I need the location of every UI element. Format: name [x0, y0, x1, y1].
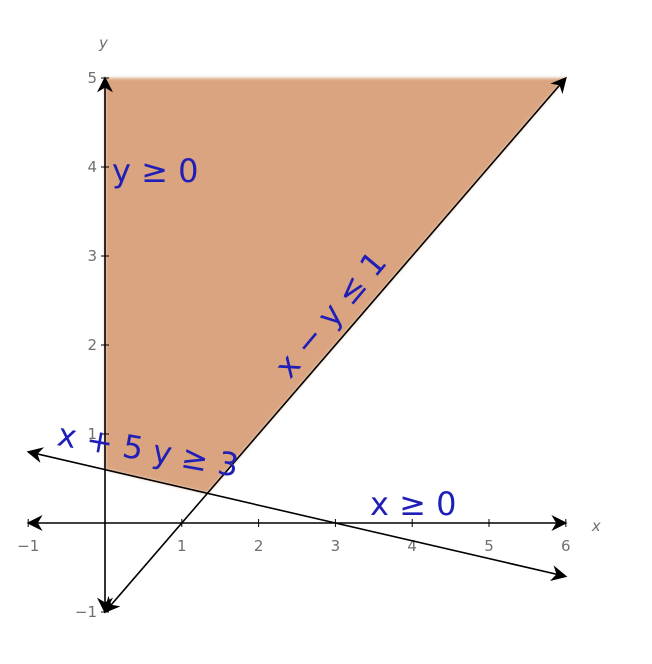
boundary-line-x-plus-5y [26, 447, 568, 581]
y-ticks: −1 1 2 3 4 5 [75, 69, 109, 621]
x-tick-label: 1 [177, 537, 187, 555]
label-y-ge-0: y ≥ 0 [112, 152, 198, 190]
x-ticks: −1 1 2 3 4 5 6 [17, 519, 571, 555]
boundary-line-x-minus-y [103, 76, 567, 614]
y-tick-label: −1 [75, 603, 97, 621]
y-tick-label: 2 [87, 336, 97, 354]
x-tick-label: 5 [484, 537, 494, 555]
y-tick-label: 3 [87, 247, 97, 265]
y-tick-label: 5 [87, 69, 97, 87]
y-axis-label: y [98, 34, 109, 52]
y-tick-label: 4 [87, 158, 97, 176]
x-axis-label: x [591, 517, 601, 535]
x-tick-label: −1 [17, 537, 39, 555]
x-tick-label: 6 [561, 537, 571, 555]
y-tick-label: 1 [87, 425, 97, 443]
x-tick-label: 3 [331, 537, 341, 555]
x-tick-label: 2 [254, 537, 264, 555]
label-x-ge-0: x ≥ 0 [370, 485, 456, 523]
